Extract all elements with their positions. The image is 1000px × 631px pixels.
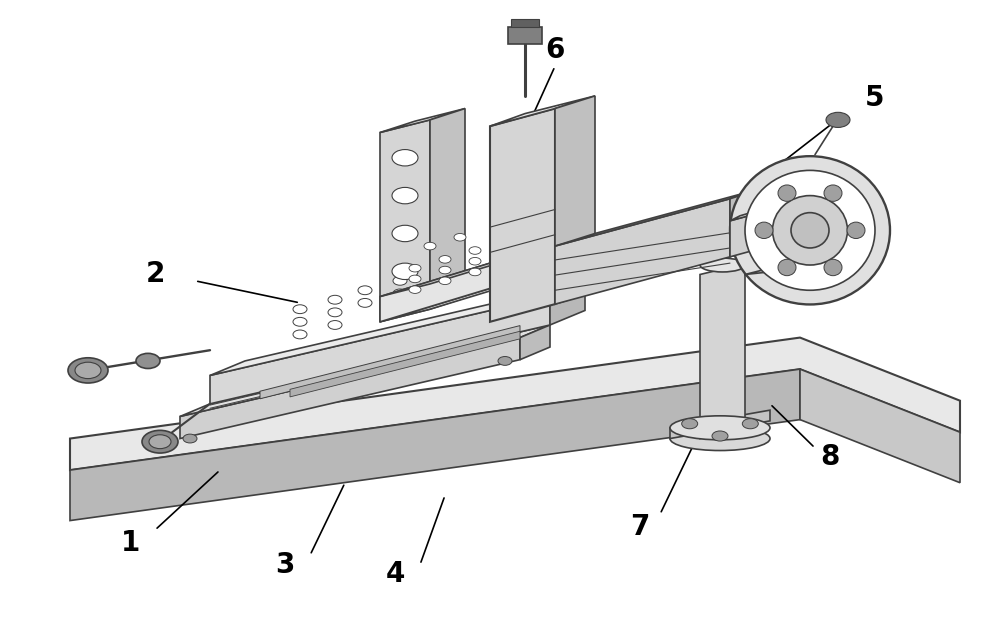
Text: 1: 1: [120, 529, 140, 557]
Text: 4: 4: [385, 560, 405, 588]
Text: 8: 8: [820, 444, 840, 471]
Circle shape: [142, 430, 178, 453]
Ellipse shape: [847, 222, 865, 239]
Circle shape: [293, 330, 307, 339]
Polygon shape: [210, 282, 585, 375]
Polygon shape: [380, 109, 465, 133]
Circle shape: [439, 256, 451, 263]
Circle shape: [409, 275, 421, 283]
Polygon shape: [700, 264, 745, 439]
Circle shape: [392, 150, 418, 166]
Ellipse shape: [778, 185, 796, 201]
Polygon shape: [730, 207, 770, 221]
Polygon shape: [430, 109, 465, 309]
Circle shape: [826, 112, 850, 127]
Circle shape: [328, 308, 342, 317]
Circle shape: [392, 187, 418, 204]
Text: 7: 7: [630, 513, 650, 541]
Circle shape: [409, 264, 421, 272]
Text: 6: 6: [545, 37, 565, 64]
Text: 5: 5: [865, 84, 885, 112]
Bar: [511, 19, 539, 27]
Circle shape: [742, 419, 758, 429]
Circle shape: [183, 434, 197, 443]
Ellipse shape: [791, 213, 829, 248]
Polygon shape: [490, 96, 595, 126]
Polygon shape: [745, 251, 775, 274]
Polygon shape: [555, 199, 730, 304]
Circle shape: [469, 268, 481, 276]
Polygon shape: [210, 297, 550, 404]
Polygon shape: [380, 256, 515, 322]
Polygon shape: [745, 243, 810, 274]
Ellipse shape: [772, 196, 848, 265]
Polygon shape: [550, 282, 585, 325]
Polygon shape: [800, 369, 960, 483]
Circle shape: [712, 431, 728, 441]
Polygon shape: [555, 96, 595, 304]
Circle shape: [75, 362, 101, 379]
Circle shape: [469, 247, 481, 254]
Polygon shape: [730, 186, 770, 257]
Circle shape: [293, 305, 307, 314]
Circle shape: [498, 357, 512, 365]
Text: 3: 3: [275, 551, 295, 579]
Circle shape: [392, 225, 418, 242]
Ellipse shape: [824, 185, 842, 201]
Circle shape: [393, 276, 407, 285]
Ellipse shape: [670, 416, 770, 440]
Polygon shape: [380, 120, 430, 322]
Polygon shape: [730, 213, 760, 257]
Circle shape: [439, 277, 451, 285]
Polygon shape: [380, 268, 565, 322]
Polygon shape: [260, 326, 520, 399]
Circle shape: [454, 233, 466, 241]
Ellipse shape: [730, 156, 890, 304]
Circle shape: [392, 263, 418, 280]
Ellipse shape: [778, 259, 796, 276]
Polygon shape: [555, 186, 770, 246]
Circle shape: [149, 435, 171, 449]
Polygon shape: [490, 109, 555, 322]
Circle shape: [393, 289, 407, 298]
Ellipse shape: [745, 170, 875, 290]
Polygon shape: [380, 243, 565, 297]
Ellipse shape: [670, 427, 770, 451]
Text: 2: 2: [145, 261, 165, 288]
Polygon shape: [70, 338, 960, 470]
Circle shape: [358, 298, 372, 307]
Polygon shape: [520, 325, 550, 360]
Circle shape: [424, 242, 436, 250]
Ellipse shape: [700, 258, 745, 272]
Circle shape: [409, 286, 421, 293]
Circle shape: [68, 358, 108, 383]
Ellipse shape: [824, 259, 842, 276]
Circle shape: [682, 419, 698, 429]
Circle shape: [293, 317, 307, 326]
Polygon shape: [670, 410, 770, 439]
Circle shape: [328, 321, 342, 329]
Polygon shape: [290, 331, 520, 397]
Circle shape: [469, 257, 481, 265]
Polygon shape: [180, 338, 520, 439]
Circle shape: [328, 295, 342, 304]
Bar: [508, 27, 542, 44]
Polygon shape: [70, 369, 800, 521]
Circle shape: [358, 286, 372, 295]
Polygon shape: [180, 325, 550, 416]
Ellipse shape: [755, 222, 773, 239]
Circle shape: [439, 266, 451, 274]
Circle shape: [136, 353, 160, 369]
